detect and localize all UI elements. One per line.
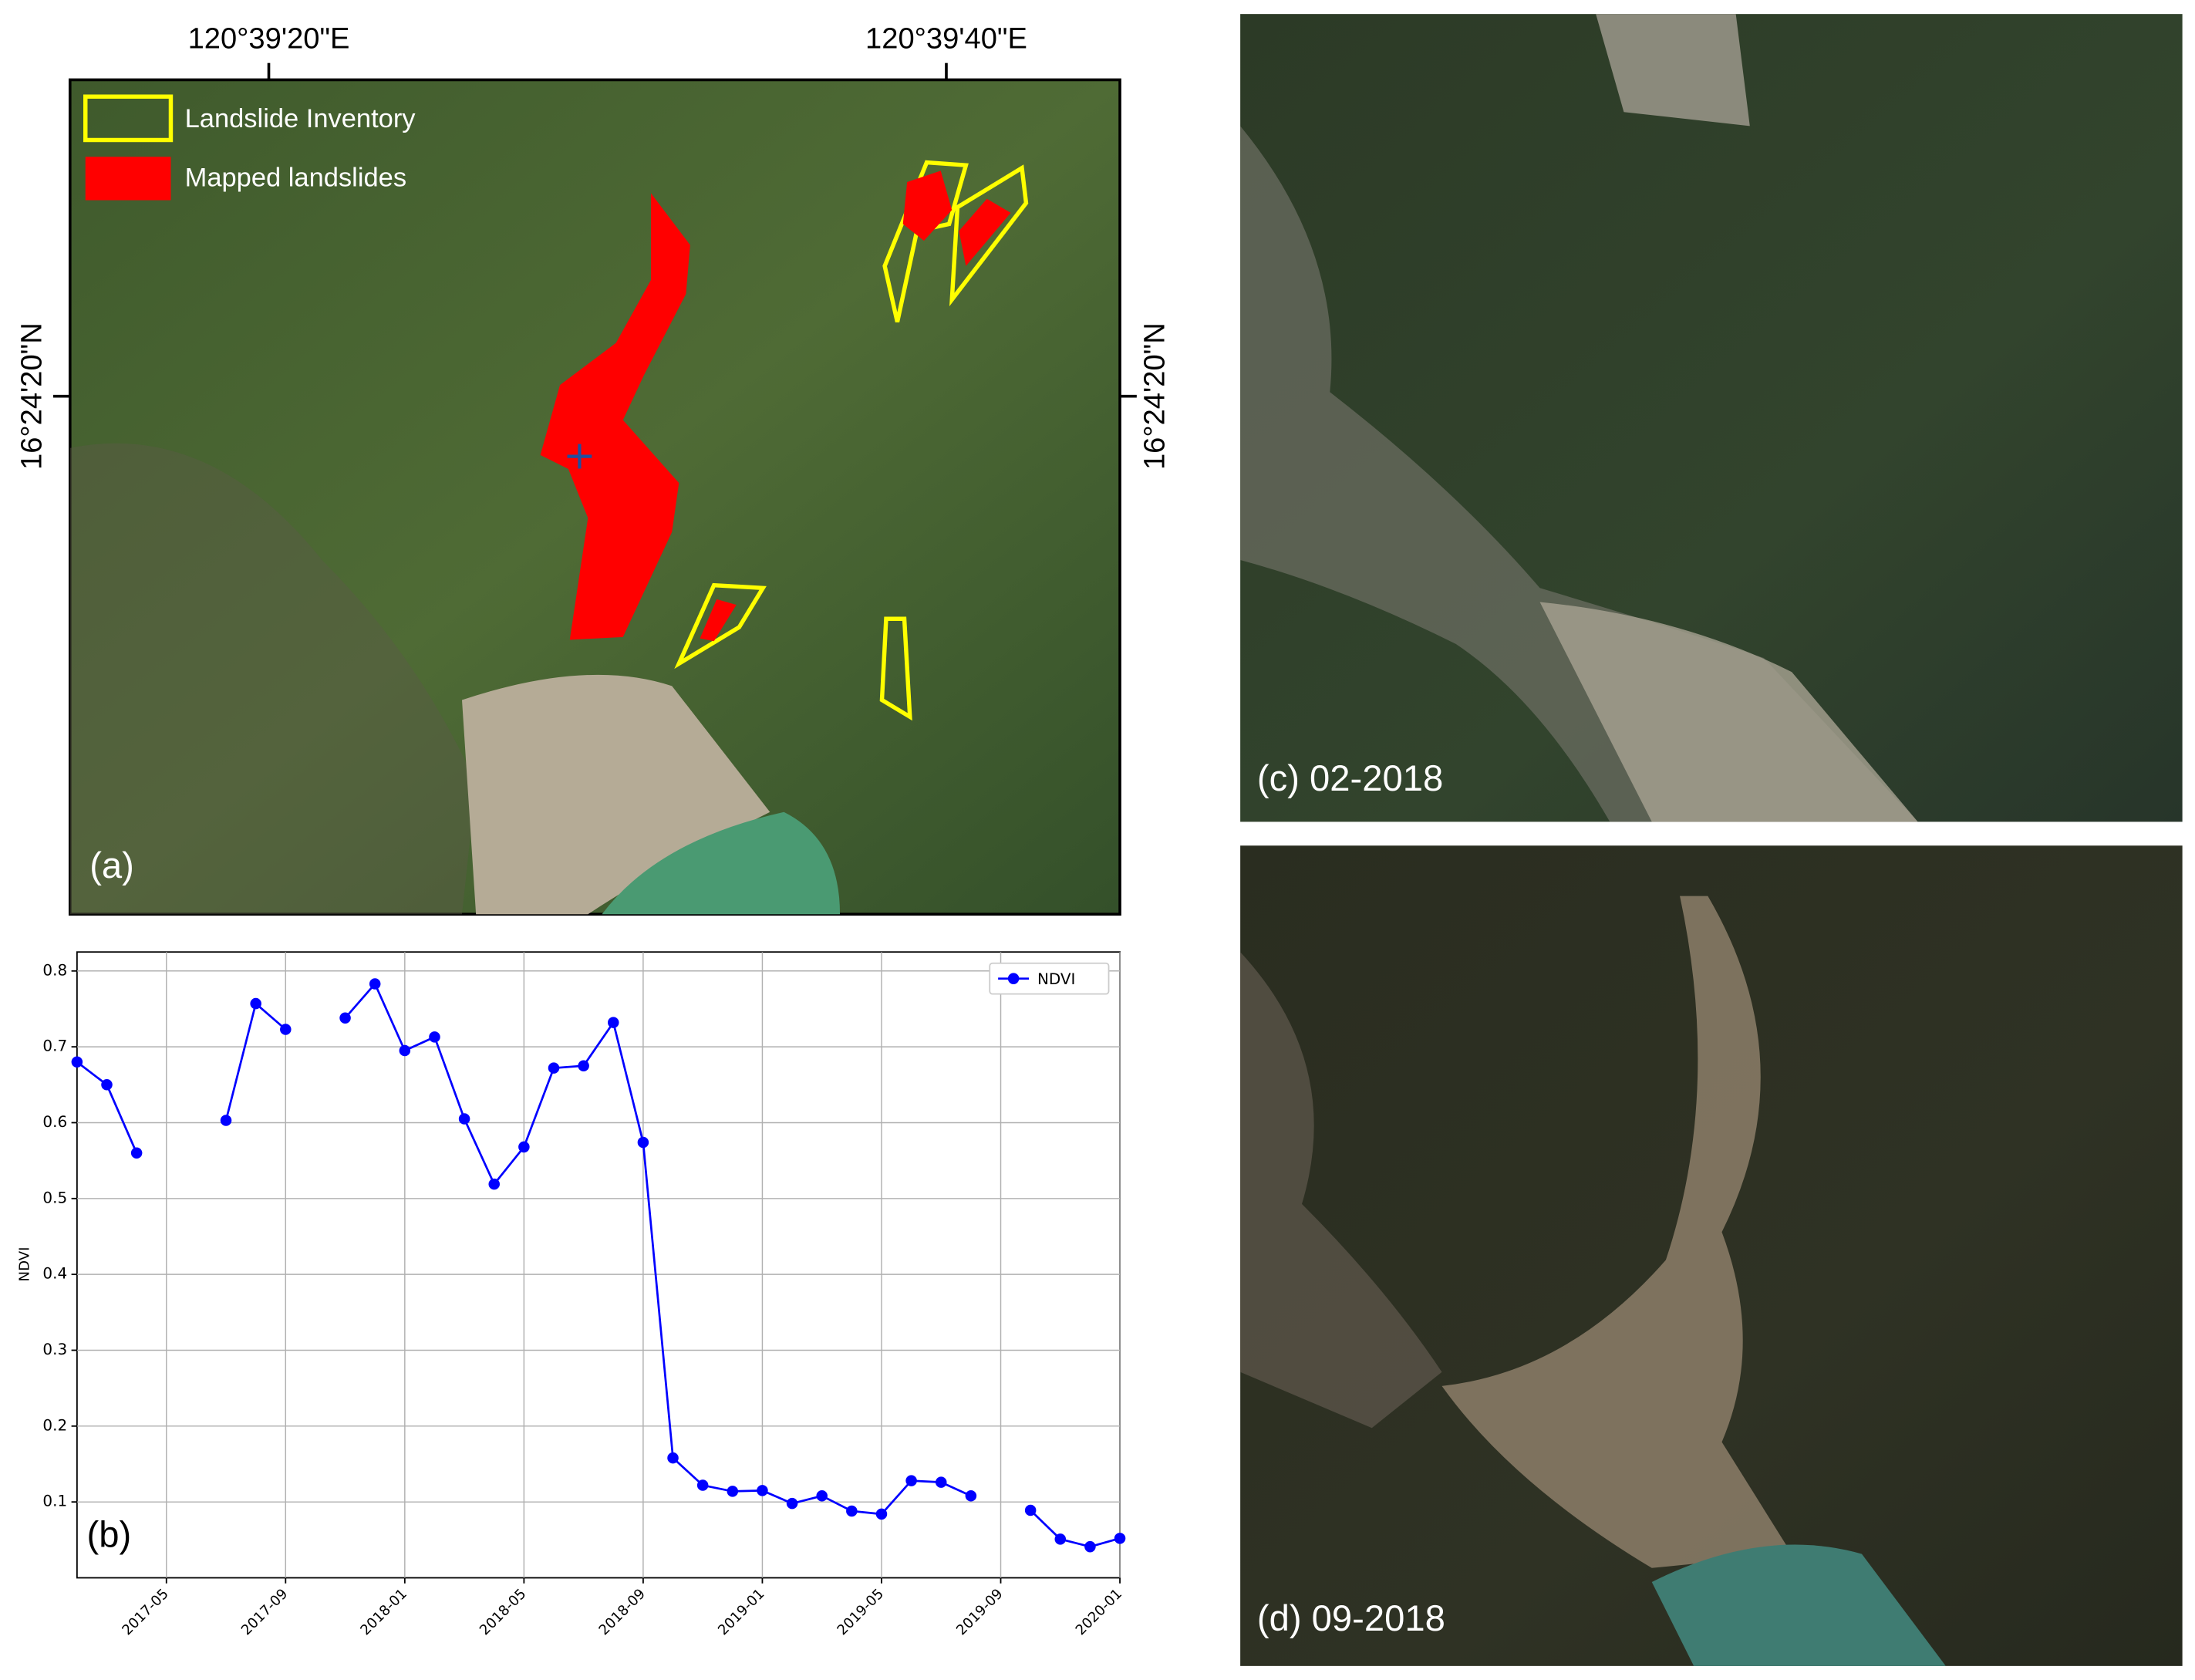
inventory-outline	[949, 164, 1029, 307]
data-point	[71, 1056, 83, 1068]
map-panel: + Landslide Inventory Mapped landslides …	[16, 23, 1171, 916]
panel-label: (c) 02-2018	[1257, 758, 1443, 799]
landslide-scar	[1441, 896, 1792, 1568]
data-point	[339, 1012, 351, 1024]
x-tick-label: 2017-05	[119, 1586, 171, 1638]
reservoir	[602, 811, 841, 915]
inventory-outline	[879, 616, 912, 721]
panel-label: (b)	[87, 1514, 132, 1555]
inventory-outline	[674, 582, 767, 670]
y-tick-label: 0.6	[42, 1112, 67, 1131]
legend-swatch	[85, 157, 171, 201]
data-point	[816, 1490, 828, 1502]
data-point	[578, 1060, 589, 1071]
data-point	[757, 1485, 768, 1496]
y-tick-label: 0.2	[42, 1415, 67, 1434]
data-point	[458, 1113, 470, 1125]
data-point	[637, 1136, 649, 1149]
data-point	[488, 1178, 500, 1190]
legend-label: Landslide Inventory	[185, 104, 416, 133]
data-point	[696, 1479, 709, 1491]
series-line	[344, 982, 972, 1516]
y-tick-label: 0.4	[42, 1264, 67, 1283]
data-point	[280, 1024, 292, 1035]
image-panel: (d) 09-2018	[1240, 845, 2183, 1666]
data-point	[518, 1141, 530, 1153]
data-point	[1024, 1504, 1037, 1516]
y-tick-label: 0.3	[42, 1340, 67, 1358]
data-point	[608, 1017, 619, 1028]
data-point	[1084, 1540, 1096, 1553]
grid	[76, 952, 1121, 1578]
town-area	[1240, 952, 1442, 1429]
data-point	[1114, 1533, 1126, 1544]
data-point	[250, 997, 261, 1010]
legend-marker	[1007, 973, 1020, 984]
data-point	[935, 1476, 947, 1488]
y-tick-label: 0.7	[42, 1037, 67, 1055]
x-tick-label: 2019-05	[835, 1586, 887, 1638]
legend-label: NDVI	[1037, 970, 1075, 988]
y-axis-label: NDVI	[17, 1247, 33, 1281]
lon-label: 120°39'40"E	[865, 23, 1027, 56]
data-point	[1054, 1533, 1067, 1545]
x-tick-label: 2018-01	[357, 1586, 410, 1638]
data-point	[399, 1044, 411, 1057]
data-point	[130, 1147, 143, 1159]
mapped-landslide	[540, 193, 690, 640]
reservoir	[1651, 1544, 1946, 1666]
data-point	[846, 1505, 858, 1517]
town-area	[69, 443, 477, 915]
data-point	[786, 1497, 798, 1510]
data-point	[369, 978, 381, 990]
data-point	[905, 1475, 917, 1486]
lon-label: 120°39'20"E	[188, 23, 350, 56]
x-tick-label: 2018-05	[477, 1586, 529, 1638]
data-point	[965, 1490, 977, 1502]
lat-label: 16°24'20"N	[16, 322, 49, 470]
data-point	[220, 1115, 232, 1126]
y-tick-label: 0.1	[42, 1492, 67, 1510]
plot-area	[76, 951, 1121, 1579]
bare-area	[1596, 14, 1750, 127]
image-panel: (c) 02-2018	[1240, 14, 2183, 822]
mapped-landslide	[700, 599, 737, 642]
data-point	[727, 1486, 739, 1497]
x-tick-label: 2017-09	[238, 1586, 291, 1638]
y-tick-label: 0.5	[42, 1188, 67, 1206]
series-line	[1030, 1510, 1121, 1548]
marker: +	[563, 433, 596, 478]
panel-label: (d) 09-2018	[1257, 1598, 1445, 1639]
data-point	[429, 1031, 440, 1043]
legend-label: Mapped landslides	[185, 163, 406, 192]
data-point	[667, 1452, 679, 1464]
x-tick-label: 2019-09	[953, 1586, 1006, 1638]
panel-label: (a)	[89, 845, 134, 886]
x-tick-label: 2020-01	[1073, 1586, 1125, 1638]
mapped-landslide	[959, 198, 1011, 266]
mapped-landslide	[902, 170, 953, 241]
lat-label: 16°24'20"N	[1138, 322, 1171, 470]
river-bed	[1539, 602, 1918, 822]
legend-box	[989, 962, 1110, 995]
x-tick-label: 2018-09	[596, 1586, 649, 1638]
data-point	[875, 1508, 888, 1520]
legend-swatch	[83, 94, 174, 143]
y-tick-label: 0.8	[42, 960, 67, 979]
data-point	[101, 1079, 113, 1091]
debris-area	[461, 674, 770, 915]
data-point	[548, 1062, 560, 1074]
x-tick-label: 2019-01	[715, 1586, 767, 1638]
line-chart: NDVI (b) 0.1 0.2 0.3 0.4 0.5 0.6 0.7 0.8 2017-05…	[17, 951, 1126, 1638]
